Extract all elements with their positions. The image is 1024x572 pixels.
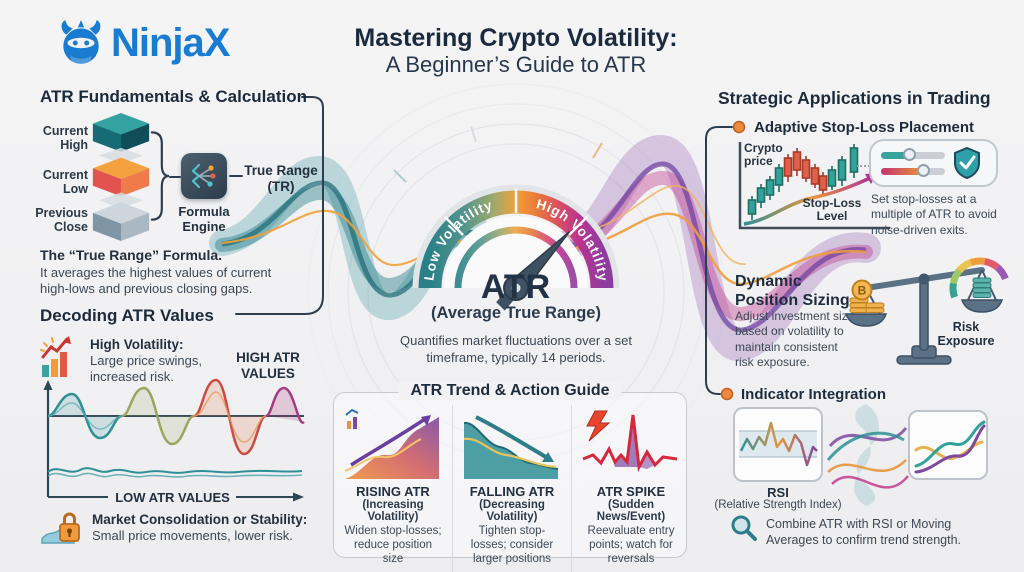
integration-body: Combine ATR with RSI or Moving Averages … (766, 517, 962, 548)
bitcoin-symbol: B (858, 284, 867, 298)
rsi-label: RSI (767, 485, 789, 500)
crypto-price-label: Crypto price (744, 141, 783, 169)
formula-network-icon (191, 163, 216, 189)
brand-logo: NinjaX (56, 18, 230, 68)
formula-body: It averages the highest values of curren… (40, 265, 272, 297)
risk-exposure-label: Risk Exposure (937, 320, 995, 349)
section-heading-decoding: Decoding ATR Values (40, 306, 214, 325)
guide-item-title: RISING ATR (356, 484, 430, 499)
atr-spike-chart-icon (582, 410, 678, 472)
guide-item-falling: FALLING ATR (Decreasing Volatility) Tigh… (452, 405, 572, 572)
brace-icon (150, 131, 170, 221)
stop-loss-level-label: Stop-Loss Level (802, 196, 862, 224)
rsi-full-label: (Relative Strength Index) (714, 499, 842, 511)
bullet-stop-loss (732, 120, 746, 134)
formula-engine-label: Formula Engine (178, 204, 230, 234)
guide-item-subtitle: (Increasing Volatility) (362, 499, 424, 523)
balance-scale-illustration: B (844, 257, 1009, 365)
candlestick-chart (738, 142, 890, 230)
formula-title: The “True Range” Formula. (40, 247, 223, 263)
guide-item-subtitle: (Sudden News/Event) (596, 499, 666, 523)
position-sizing-heading: Dynamic Position Sizing (735, 273, 850, 310)
label-previous-close: Previous Close (35, 206, 88, 235)
true-range-abbr: (TR) (267, 179, 295, 194)
bullet-indicator-integration (720, 387, 734, 401)
atr-gauge: Low Volatility High Volatility (412, 184, 620, 311)
guide-item-title: ATR SPIKE (596, 484, 666, 499)
dotted-connector (857, 165, 873, 167)
indicator-integration-heading: Indicator Integration (741, 386, 887, 403)
falling-atr-chart-icon (463, 415, 559, 479)
low-atr-values-label: LOW ATR VALUES (115, 490, 230, 505)
atr-multiplier-sliders-card (869, 139, 998, 187)
atr-values-chart (43, 378, 306, 502)
atr-full-name: (Average True Range) (431, 304, 601, 322)
atr-acronym: ATR (480, 268, 552, 306)
trend-action-guide-panel: ATR Trend & Action Guide RISING ATR (Inc… (333, 382, 687, 572)
stability-lock-icon (41, 512, 80, 544)
label-current-low: Current Low (42, 168, 88, 197)
guide-item-body: Reevaluate entry points; watch for rever… (587, 525, 675, 566)
guide-item-body: Tighten stop-losses; consider larger pos… (470, 525, 554, 566)
stability-title: Market Consolidation or Stability: (92, 512, 308, 527)
rsi-chart-card (733, 407, 823, 482)
rsi-chart (739, 421, 818, 467)
brand-name: NinjaX (111, 20, 230, 65)
page-title-line2: A Beginner’s Guide to ATR (385, 52, 647, 77)
guide-item-spike: ATR SPIKE (Sudden News/Event) Reevaluate… (572, 405, 690, 572)
guide-item-rising: RISING ATR (Increasing Volatility) Widen… (334, 405, 452, 572)
stop-loss-body: Set stop-losses at a multiple of ATR to … (871, 192, 997, 237)
guide-item-subtitle: (Decreasing Volatility) (479, 499, 545, 523)
moving-averages-card (908, 410, 988, 480)
slider-track-2 (881, 163, 945, 177)
position-sizing-body: Adjust investment size based on volatili… (735, 309, 855, 370)
guide-item-title: FALLING ATR (469, 484, 555, 499)
rising-atr-chart-icon (344, 408, 439, 479)
shield-check-icon (954, 146, 980, 180)
high-volatility-icon (40, 336, 71, 377)
high-volatility-title: High Volatility: (90, 337, 184, 352)
slider-knob-2 (917, 163, 930, 177)
guide-heading: ATR Trend & Action Guide (398, 382, 622, 400)
high-volatility-body: Large price swings, increased risk. (90, 353, 202, 384)
stop-loss-heading: Adaptive Stop-Loss Placement (754, 119, 975, 136)
slider-track-1 (881, 147, 945, 161)
formula-engine-box (181, 153, 227, 199)
purple-volatility-wave (549, 135, 881, 361)
atr-caption: Quantifies market fluctuations over a se… (400, 333, 632, 365)
moving-averages-chart (914, 420, 986, 474)
magnifier-icon (731, 515, 757, 541)
guide-item-body: Widen stop-losses; reduce position size (344, 525, 442, 566)
price-blocks-stack (92, 113, 150, 242)
ninja-mask-icon (61, 20, 101, 65)
stability-body: Small price movements, lower risk. (92, 528, 293, 543)
section-heading-strategic: Strategic Applications in Trading (718, 88, 991, 108)
slider-knob-1 (903, 147, 916, 161)
section-heading-fundamentals: ATR Fundamentals & Calculation (40, 87, 307, 106)
page-title-line1: Mastering Crypto Volatility: (354, 24, 678, 52)
blended-waves-decoration (826, 404, 909, 506)
true-range-label: True Range (244, 163, 318, 178)
label-current-high: Current High (42, 124, 88, 153)
high-atr-values-label: HIGH ATR VALUES (236, 350, 300, 382)
